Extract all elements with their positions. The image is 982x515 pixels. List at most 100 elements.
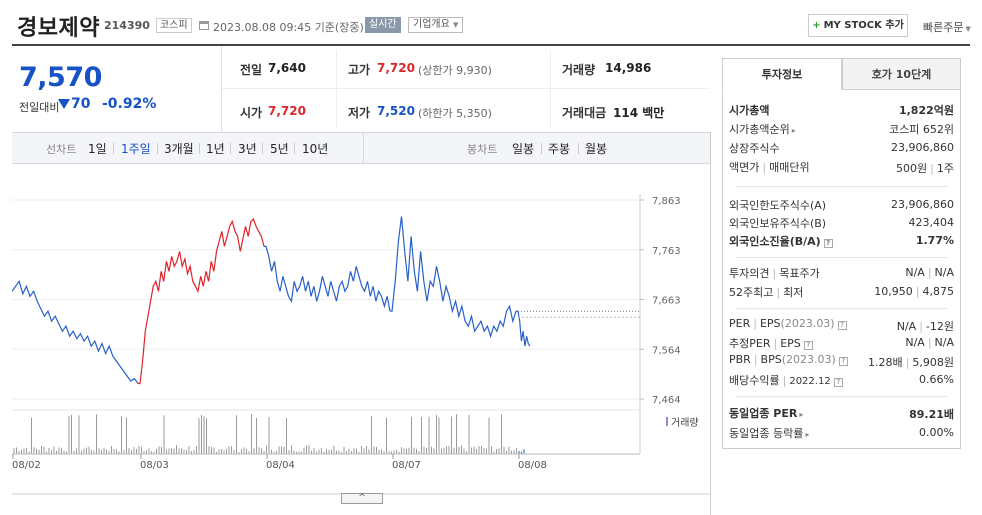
low-value: 7,520 <box>377 104 415 118</box>
help-icon[interactable]: ? <box>837 321 847 330</box>
x-tick-label: 08/02 <box>12 460 41 471</box>
upper-limit: (상한가 9,930) <box>418 62 492 78</box>
y-tick-label: 7,663 <box>652 296 681 307</box>
sector-per-link[interactable]: 동일업종 PER ▸ <box>729 405 803 421</box>
tab-invest-info[interactable]: 투자정보 <box>722 58 842 90</box>
eps-date: (2023.03) <box>780 317 835 330</box>
period-3m[interactable]: 3개월 <box>164 142 194 156</box>
52w-value: 10,950 | 4,875 <box>874 285 954 298</box>
x-tick-label: 08/08 <box>518 460 547 471</box>
clock-icon <box>199 21 209 30</box>
corp-overview-label: 기업개요 <box>413 19 450 30</box>
lower-limit-label: (하한가 <box>418 107 453 120</box>
change-value: 70 <box>58 96 90 112</box>
volume-label: 거래량 <box>562 63 596 77</box>
candle-daily[interactable]: 일봉 <box>512 142 535 156</box>
price-chart[interactable]: 7,863 7,763 7,663 7,564 7,464 거래량 08/02 08/03 08… <box>12 164 710 504</box>
x-tick-label: 08/04 <box>266 460 295 471</box>
amount-value: 114 백만 <box>613 106 665 120</box>
dividend-label: 배당수익률 | 2022.12? <box>729 372 843 388</box>
corp-overview-dropdown[interactable]: 기업개요 ▼ <box>408 17 464 33</box>
52w-high-label: 52주최고 <box>729 286 774 299</box>
chevron-up-icon: ^ <box>358 493 366 503</box>
header-divider <box>12 44 970 46</box>
dividend-date: 2022.12 <box>789 376 831 387</box>
datetime-text: 2023.08.08 09:45 <box>213 21 312 34</box>
line-chart-label: 선차트 <box>46 143 77 156</box>
company-name[interactable]: 경보제약 <box>17 16 100 41</box>
basis-text: 기준(장중) <box>314 21 364 34</box>
high-label: 고가 <box>348 63 371 77</box>
sector-change-label: 동일업종 등락률 <box>729 427 804 440</box>
quick-order-label: 빠른주문 <box>923 21 964 34</box>
divider <box>363 132 364 164</box>
high-value: 7,720 <box>377 61 415 75</box>
help-icon[interactable]: ? <box>823 239 833 248</box>
opinion-text: 투자의견 <box>729 267 770 280</box>
listed-shares-value: 23,906,860 <box>891 141 954 154</box>
prev-close-label: 전일 <box>240 63 263 77</box>
volume-legend-label: 거래량 <box>671 417 699 429</box>
divider <box>710 132 711 515</box>
invest-info-panel: 시가총액 1,822억원 시가총액순위 ▸ 코스피 652위 상장주식수 23,9… <box>722 90 961 449</box>
pbr-label: PBR <box>729 353 751 366</box>
realtime-button[interactable]: 실시간 <box>365 17 401 33</box>
dividend-value: 0.66% <box>919 373 954 386</box>
change-amount: 70 <box>71 96 91 112</box>
upper-limit-value: 9,930) <box>456 64 492 77</box>
help-icon[interactable]: ? <box>833 378 843 387</box>
collapse-chart-button[interactable]: ^ <box>341 493 383 504</box>
target-price-val: N/A <box>934 266 954 279</box>
market-cap-label: 시가총액 <box>729 104 770 117</box>
help-icon[interactable]: ? <box>803 341 813 350</box>
period-3y[interactable]: 3년 <box>238 142 257 156</box>
add-mystock-button[interactable]: + MY STOCK 추가 <box>808 14 908 37</box>
market-cap-rank-value: 코스피 652위 <box>889 123 954 136</box>
foreign-ratio-label: 외국인소진율(B/A)? <box>729 233 833 249</box>
chevron-right-icon: ▸ <box>805 430 810 439</box>
foreign-hold-value: 423,404 <box>908 216 955 229</box>
per-eps-value: N/A | -12원 <box>896 320 954 333</box>
low-label: 저가 <box>348 106 371 120</box>
price-line-08/02 <box>12 279 139 384</box>
trade-unit-value: 1주 <box>936 162 954 175</box>
par-label: 액면가 <box>729 161 760 174</box>
per-eps-label: PER | EPS(2023.03)? <box>729 317 847 330</box>
pbr-bps-label: PBR | BPS(2023.03)? <box>729 353 848 366</box>
tab-ask-10[interactable]: 호가 10단계 <box>842 58 961 90</box>
help-icon[interactable]: ? <box>838 357 848 366</box>
x-tick-label: 08/03 <box>140 460 169 471</box>
divider <box>550 50 551 128</box>
bps-date: (2023.03) <box>781 353 836 366</box>
par-value-label: 액면가 | 매매단위 <box>729 161 810 174</box>
sector-change-link[interactable]: 동일업종 등락률 ▸ <box>729 425 809 441</box>
y-tick-label: 7,464 <box>652 395 681 406</box>
chevron-right-icon: ▸ <box>791 126 796 135</box>
period-1y[interactable]: 1년 <box>206 142 225 156</box>
mystock-label: MY STOCK 추가 <box>823 20 904 31</box>
lower-limit-value: 5,350) <box>456 107 492 120</box>
y-tick-label: 7,863 <box>652 196 681 207</box>
target-price-label: 목표주가 <box>779 267 820 280</box>
period-10y[interactable]: 10년 <box>302 142 329 156</box>
chart-period-bar <box>12 132 710 164</box>
candle-monthly[interactable]: 월봉 <box>585 142 608 156</box>
52w-label: 52주최고 | 최저 <box>729 286 804 299</box>
period-1w[interactable]: 1주일 <box>121 142 151 156</box>
52w-high-val: 10,950 <box>874 285 913 298</box>
quick-order-dropdown[interactable]: 빠른주문 ▼ <box>923 19 971 35</box>
opinion-label: 투자의견 | 목표주가 <box>729 267 820 280</box>
lower-limit: (하한가 5,350) <box>418 105 492 121</box>
period-5y[interactable]: 5년 <box>270 142 289 156</box>
candle-weekly[interactable]: 주봉 <box>548 142 571 156</box>
foreign-ratio-text: 외국인소진율(B/A) <box>729 235 821 248</box>
dividend-text: 배당수익률 <box>729 374 780 387</box>
listed-shares-label: 상장주식수 <box>729 142 780 155</box>
period-1d[interactable]: 1일 <box>88 142 107 156</box>
chevron-right-icon: ▸ <box>799 410 804 419</box>
par-value-value: 500원 | 1주 <box>896 162 954 175</box>
price-line-08/07 <box>390 216 517 339</box>
market-cap-rank-link[interactable]: 시가총액순위 ▸ <box>729 121 796 137</box>
caret-down-icon: ▼ <box>453 21 459 29</box>
divider <box>221 46 222 132</box>
